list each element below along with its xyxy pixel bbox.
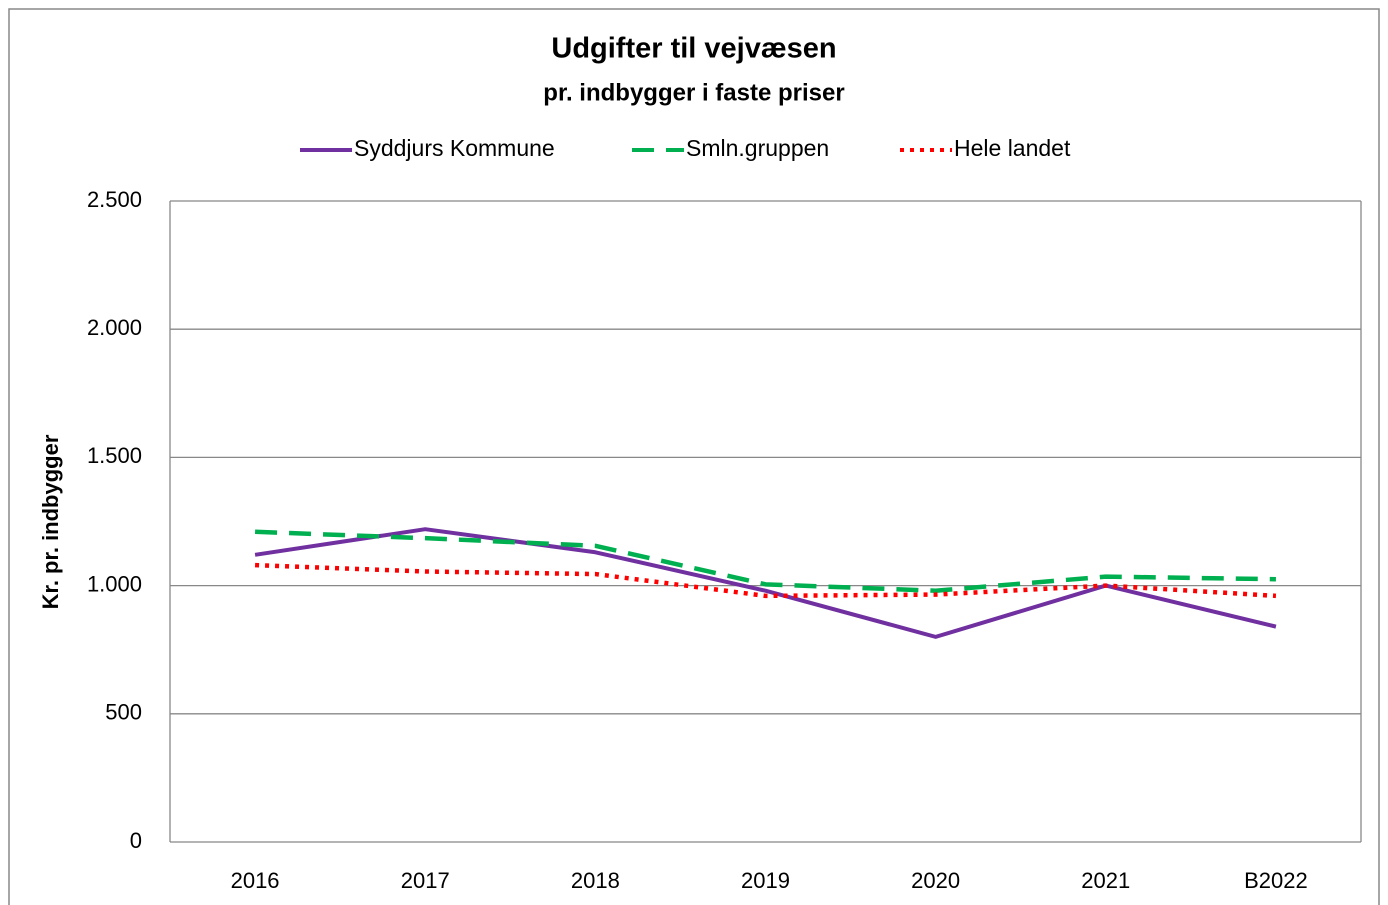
x-tick-label: 2021 bbox=[1081, 868, 1130, 893]
chart-title: Udgifter til vejvæsen bbox=[551, 33, 836, 65]
y-tick-label: 0 bbox=[130, 828, 142, 853]
data-line bbox=[254, 529, 1276, 593]
x-tick-label: 2016 bbox=[231, 868, 280, 893]
x-tick-label: 2019 bbox=[741, 868, 790, 893]
y-tick-label: 500 bbox=[105, 700, 142, 725]
x-tick-label: 2017 bbox=[401, 868, 450, 893]
x-tick-label: B2022 bbox=[1244, 868, 1308, 893]
legend-label: Syddjurs Kommune bbox=[354, 135, 555, 161]
x-tick-label: 2020 bbox=[911, 868, 960, 893]
legend-label: Smln.gruppen bbox=[686, 135, 829, 161]
legend-label: Hele landet bbox=[954, 135, 1071, 161]
y-axis-label: Kr. pr. indbygger bbox=[38, 434, 63, 609]
y-tick-label: 2.000 bbox=[87, 315, 142, 340]
x-tick-label: 2018 bbox=[571, 868, 620, 893]
y-tick-label: 1.000 bbox=[87, 571, 142, 596]
y-tick-label: 1.500 bbox=[87, 443, 142, 468]
y-tick-label: 2.500 bbox=[87, 187, 142, 212]
data-line bbox=[254, 562, 1277, 599]
chart-subtitle: pr. indbygger i faste priser bbox=[543, 79, 844, 106]
